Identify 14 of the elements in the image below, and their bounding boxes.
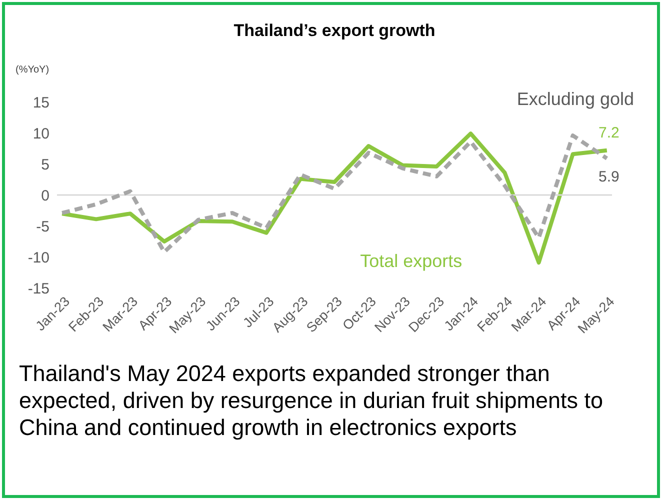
y-tick-label: -5 xyxy=(36,218,50,236)
y-tick-label: 10 xyxy=(32,126,50,142)
text: Total exports xyxy=(360,250,462,271)
data-label: 5.9 xyxy=(598,168,620,186)
y-axis-title: (%YoY) xyxy=(16,64,50,76)
y-tick-label: -15 xyxy=(28,280,50,298)
y-tick-label: 15 xyxy=(32,94,50,112)
y-tick-label: 0 xyxy=(41,188,50,204)
chart-title: Thailand’s export growth xyxy=(234,21,436,40)
y-tick-label: -10 xyxy=(28,250,50,266)
y-tick-label: 5 xyxy=(41,156,50,174)
text: Thailand's May 2024 exports expanded stronger than expected, driven by resurgence in durian fruit shipments to China and continued growth in electronics exports xyxy=(19,360,604,441)
text: Excluding gold xyxy=(516,89,634,109)
data-label: 7.2 xyxy=(598,124,620,142)
